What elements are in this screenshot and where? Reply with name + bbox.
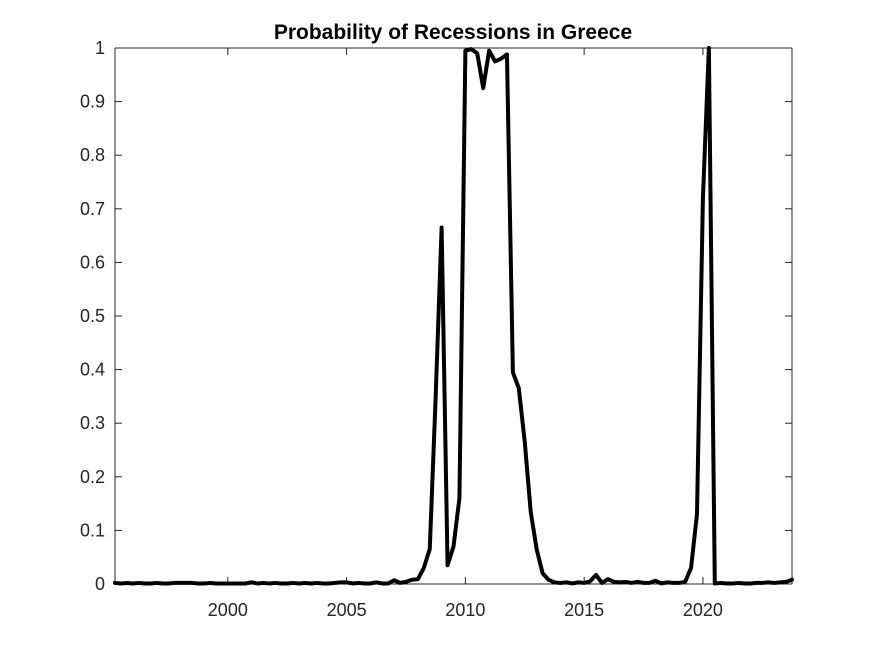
series-line [113, 46, 794, 586]
y-tick-label: 0.5 [80, 306, 105, 326]
y-tick-label: 0.8 [80, 145, 105, 165]
y-tick-label: 0.6 [80, 252, 105, 272]
x-tick-label: 2010 [445, 600, 485, 620]
x-tick-label: 2005 [327, 600, 367, 620]
chart-title: Probability of Recessions in Greece [274, 21, 632, 44]
y-tick-label: 0.2 [80, 467, 105, 487]
y-tick-label: 0.7 [80, 199, 105, 219]
x-tick-label: 2020 [683, 600, 723, 620]
x-tick-label: 2000 [208, 600, 248, 620]
x-ticks: 2000 2005 2010 2015 2020 [208, 48, 723, 620]
y-tick-label: 0.9 [80, 92, 105, 112]
y-tick-label: 0.1 [80, 520, 105, 540]
y-tick-label: 0.3 [80, 413, 105, 433]
series-group [113, 46, 794, 586]
y-tick-label: 0.4 [80, 360, 105, 380]
y-tick-label: 1 [95, 38, 105, 58]
x-tick-label: 2015 [564, 600, 604, 620]
y-tick-label: 0 [95, 574, 105, 594]
y-ticks: 0 0.1 0.2 0.3 0.4 0.5 0.6 0.7 0.8 0.9 1 [80, 38, 792, 594]
